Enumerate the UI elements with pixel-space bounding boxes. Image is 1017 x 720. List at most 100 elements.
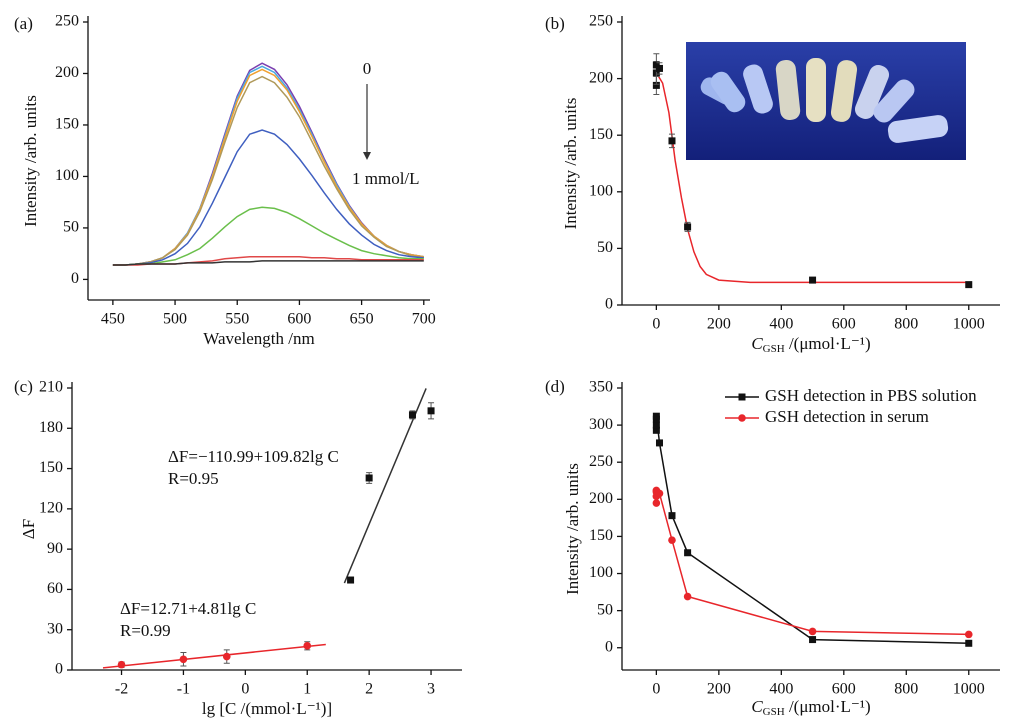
marker	[668, 512, 676, 520]
x-tick-label: 200	[707, 316, 731, 333]
x-tick-label: 1000	[953, 316, 985, 333]
marker	[668, 536, 676, 544]
series-line	[655, 72, 969, 284]
y-tick-label: 0	[71, 270, 79, 287]
marker	[808, 627, 817, 636]
x-tick-label: 2	[365, 681, 373, 698]
y-tick-label: 250	[55, 13, 79, 30]
y-axis-label: Intensity /arb. units	[561, 98, 580, 230]
legend-marker	[738, 393, 746, 401]
series-line	[112, 75, 424, 266]
series-line	[102, 643, 326, 669]
x-axis-label: lg [C /(mmol·L⁻¹)]	[202, 699, 332, 718]
x-tick-label: 3	[427, 681, 435, 698]
marker	[652, 412, 660, 420]
y-axis-label: ΔF	[19, 519, 38, 539]
panel: (a) 0 50 100 150 200 250 450 500 550 600 650 700 Wave…	[14, 13, 436, 348]
series-line	[112, 206, 424, 266]
legend-label: GSH detection in PBS solution	[765, 386, 977, 405]
y-tick-label: 350	[589, 379, 613, 396]
series-line	[112, 65, 424, 266]
marker	[655, 64, 663, 72]
panel-label: (d)	[545, 377, 565, 396]
x-tick-label: 0	[652, 316, 660, 333]
x-tick-label: 700	[412, 311, 436, 328]
x-tick-label: 450	[101, 311, 125, 328]
annotation: ΔF=12.71+4.81lg C	[120, 599, 256, 618]
x-tick-label: 650	[350, 311, 374, 328]
x-tick-label: 600	[832, 316, 856, 333]
y-tick-label: 200	[589, 490, 613, 507]
y-tick-label: 250	[589, 453, 613, 470]
x-tick-label: 1000	[953, 681, 985, 698]
series-line	[112, 129, 424, 266]
panel: (d) 0 50 100 150 200 250 300 350 0 200 400 600 800 100…	[545, 377, 1000, 718]
y-tick-label: 200	[589, 69, 613, 86]
marker	[652, 426, 660, 434]
y-tick-label: 100	[589, 564, 613, 581]
x-tick-label: 600	[832, 681, 856, 698]
x-axis-label-part: GSH	[763, 706, 785, 718]
y-tick-label: 50	[597, 239, 613, 256]
y-tick-label: 150	[589, 126, 613, 143]
legend-label: GSH detection in serum	[765, 407, 929, 426]
annotation: ΔF=−110.99+109.82lg C	[168, 447, 339, 466]
x-tick-label: 200	[707, 681, 731, 698]
panel-label: (b)	[545, 14, 565, 33]
x-axis-label: Wavelength /nm	[203, 329, 314, 348]
panel: (b) 0 50 100 150 200 250 0 200 400 600 800 1000 CGSH …	[545, 13, 1000, 355]
legend-marker	[738, 414, 746, 422]
marker	[668, 137, 676, 145]
marker	[683, 592, 692, 601]
y-tick-label: 0	[605, 296, 613, 313]
y-tick-label: 0	[55, 661, 63, 678]
y-tick-label: 200	[55, 64, 79, 81]
marker	[965, 639, 973, 647]
x-tick-label: -1	[177, 681, 190, 698]
marker	[117, 660, 126, 669]
x-tick-label: 550	[225, 311, 249, 328]
marker	[365, 474, 373, 482]
panel-label: (a)	[14, 14, 33, 33]
marker	[427, 407, 435, 415]
x-tick-label: 800	[894, 316, 918, 333]
marker	[652, 421, 660, 429]
x-tick-label: 800	[894, 681, 918, 698]
x-axis-label-part: C	[751, 697, 763, 716]
annotation: 0	[363, 59, 372, 78]
x-axis-label: CGSH /(μmol·L⁻¹)	[751, 697, 870, 718]
marker	[655, 439, 663, 447]
x-axis-label-part: /(μmol·L⁻¹)	[785, 697, 871, 716]
panel-label: (c)	[14, 377, 33, 396]
y-tick-label: 210	[39, 379, 63, 396]
series-line	[112, 62, 424, 266]
x-tick-label: 0	[241, 681, 249, 698]
series-line	[655, 416, 969, 645]
y-tick-label: 0	[605, 638, 613, 655]
annotation: 1 mmol/L	[352, 169, 420, 188]
marker	[222, 652, 231, 661]
x-tick-label: 500	[163, 311, 187, 328]
marker	[809, 276, 817, 284]
y-tick-label: 180	[39, 419, 63, 436]
series-line	[343, 388, 427, 584]
y-tick-label: 150	[39, 459, 63, 476]
x-tick-label: -2	[115, 681, 128, 698]
y-tick-label: 100	[55, 167, 79, 184]
inset-photo	[686, 42, 966, 160]
y-tick-label: 50	[597, 601, 613, 618]
x-axis-label-part: GSH	[763, 343, 785, 355]
y-tick-label: 300	[589, 416, 613, 433]
annotation: R=0.99	[120, 621, 171, 640]
x-axis-label-part: C	[751, 334, 763, 353]
marker	[652, 81, 660, 89]
x-axis-label-part: /(μmol·L⁻¹)	[785, 334, 871, 353]
y-tick-label: 100	[589, 182, 613, 199]
series-line	[112, 68, 424, 266]
marker	[652, 499, 661, 507]
y-tick-label: 250	[589, 13, 613, 30]
marker	[655, 489, 664, 498]
y-tick-label: 60	[47, 580, 63, 597]
y-axis-label: Intensity /arb. units	[563, 463, 582, 595]
y-axis-label: Intensity /arb. units	[21, 95, 40, 227]
